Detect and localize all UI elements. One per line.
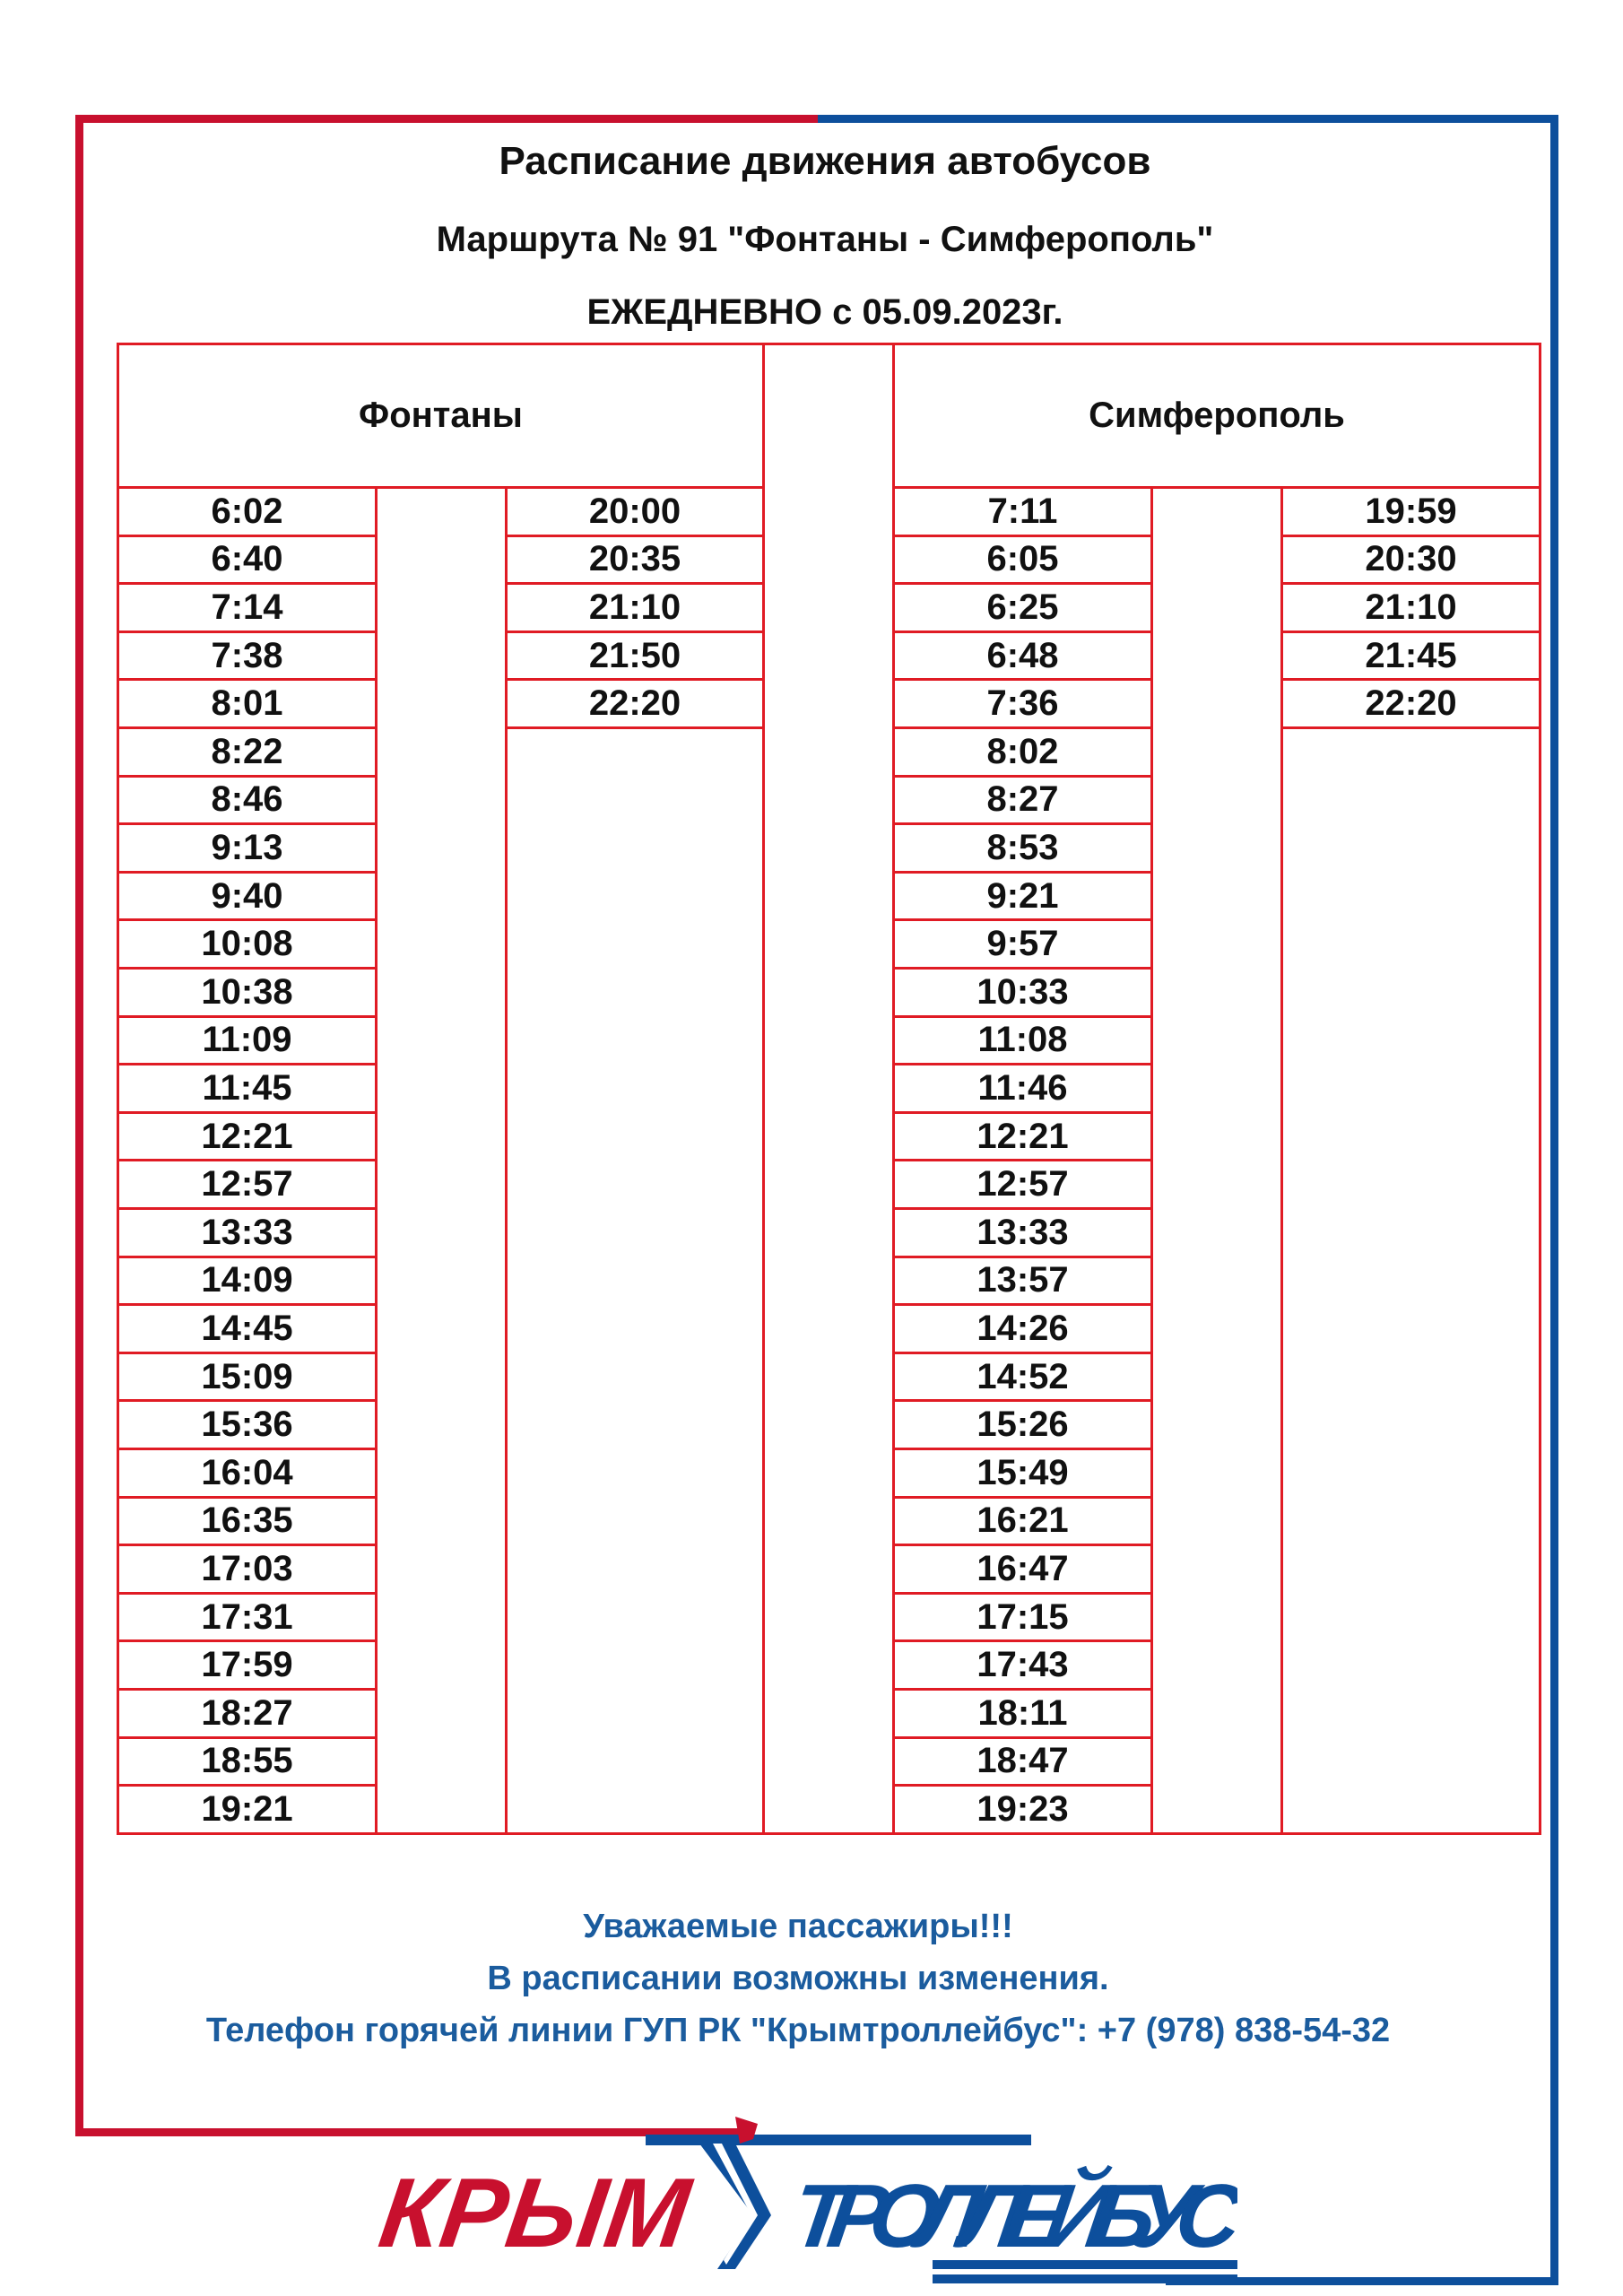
spacer-column [1150,486,1283,1835]
departure-time: 10:33 [892,967,1153,1018]
departure-time: 16:21 [892,1495,1153,1547]
stop-heading-left: Фонтаны [117,343,765,489]
route-title: Маршрута № 91 "Фонтаны - Симферополь" [436,220,1214,259]
departure-time-evening: 20:30 [1280,534,1541,586]
departure-time: 7:11 [892,486,1153,537]
departure-time: 16:35 [117,1495,378,1547]
departure-time-evening: 22:20 [505,678,765,729]
departure-time: 19:21 [117,1784,378,1835]
departure-time: 17:03 [117,1544,378,1595]
departure-time: 9:21 [892,870,1153,922]
departure-time: 8:01 [117,678,378,729]
departure-time: 8:22 [117,726,378,778]
departure-time: 13:33 [117,1207,378,1258]
departure-time-evening: 20:00 [505,486,765,537]
notice-greeting: Уважаемые пассажиры!!! [583,1908,1013,1945]
departure-time: 7:14 [117,582,378,633]
departure-time: 10:38 [117,967,378,1018]
departure-time: 14:26 [892,1303,1153,1354]
frame-top-red [75,115,820,123]
departure-time: 8:27 [892,774,1153,826]
departure-time: 8:46 [117,774,378,826]
departure-time: 16:47 [892,1544,1153,1595]
logo-text-blue: ТРОЛЛЕЙБУС [786,2164,1237,2266]
frame-top-blue [818,115,1558,123]
departure-time-evening: 20:35 [505,534,765,586]
departure-time: 14:52 [892,1351,1153,1403]
departure-time-evening: 21:10 [1280,582,1541,633]
departure-time: 12:57 [892,1159,1153,1210]
departure-time: 16:04 [117,1448,378,1499]
frame-left-red [75,115,83,2136]
gap-column [762,343,895,1835]
departure-time: 17:31 [117,1591,378,1643]
departure-time: 12:57 [117,1159,378,1210]
departure-time: 18:47 [892,1735,1153,1787]
departure-time: 17:15 [892,1591,1153,1643]
departure-time: 9:40 [117,870,378,922]
departure-time: 15:49 [892,1448,1153,1499]
departure-time: 12:21 [892,1110,1153,1162]
departure-time: 13:33 [892,1207,1153,1258]
krymtrolleybus-logo: КРЫМ ТРОЛЛЕЙБУС [377,2117,1237,2283]
frame-bottom-red [75,2128,739,2136]
departure-time: 8:53 [892,822,1153,874]
spacer-column [375,486,508,1835]
frame-bottom-blue [1166,2277,1558,2285]
departure-time: 15:26 [892,1399,1153,1450]
empty-area [1280,726,1541,1835]
departure-time: 13:57 [892,1255,1153,1307]
departure-time: 6:48 [892,630,1153,682]
page-title: Расписание движения автобусов [499,139,1151,183]
logo-text-red: КРЫМ [377,2158,699,2267]
departure-time-evening: 21:45 [1280,630,1541,682]
departure-time-evening: 21:10 [505,582,765,633]
departure-time: 8:02 [892,726,1153,778]
departure-time: 7:36 [892,678,1153,729]
departure-time: 6:40 [117,534,378,586]
empty-area [505,726,765,1835]
departure-time: 6:02 [117,486,378,537]
departure-time: 10:08 [117,918,378,970]
departure-time: 19:23 [892,1784,1153,1835]
departure-time: 11:45 [117,1063,378,1114]
departure-time: 18:11 [892,1688,1153,1739]
departure-time: 18:55 [117,1735,378,1787]
departure-time: 14:45 [117,1303,378,1354]
notice-changes: В расписании возможны изменения. [487,1960,1109,1997]
departure-time-evening: 22:20 [1280,678,1541,729]
departure-time: 11:46 [892,1063,1153,1114]
departure-time: 15:36 [117,1399,378,1450]
departure-time: 9:13 [117,822,378,874]
departure-time: 15:09 [117,1351,378,1403]
departure-time: 17:59 [117,1639,378,1691]
validity-date: ЕЖЕДНЕВНО с 05.09.2023г. [586,292,1063,332]
departure-time-evening: 19:59 [1280,486,1541,537]
departure-time: 17:43 [892,1639,1153,1691]
departure-time: 11:08 [892,1014,1153,1066]
departure-time: 18:27 [117,1688,378,1739]
departure-time: 7:38 [117,630,378,682]
departure-time: 6:05 [892,534,1153,586]
stop-heading-right: Симферополь [892,343,1541,489]
frame-right-blue [1550,115,1558,2285]
notice-hotline: Телефон горячей линии ГУП РК "Крымтролле… [205,2012,1391,2049]
departure-time-evening: 21:50 [505,630,765,682]
departure-time: 14:09 [117,1255,378,1307]
departure-time: 9:57 [892,918,1153,970]
departure-time: 11:09 [117,1014,378,1066]
departure-time: 6:25 [892,582,1153,633]
departure-time: 12:21 [117,1110,378,1162]
